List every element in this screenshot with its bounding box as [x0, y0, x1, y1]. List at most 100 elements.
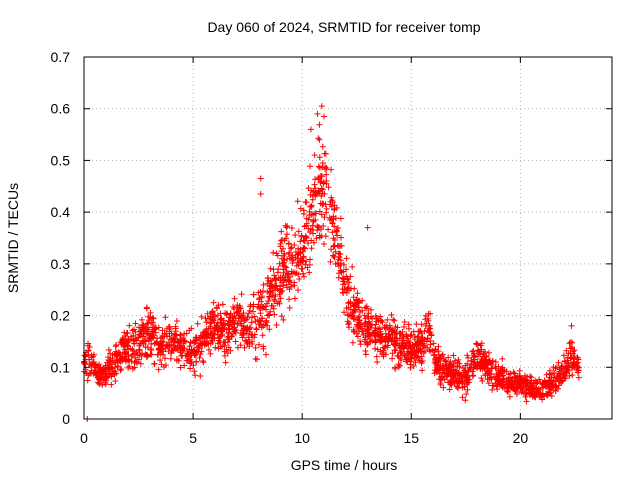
- data-point: [484, 376, 491, 383]
- data-point: [301, 244, 308, 251]
- data-point: [511, 386, 518, 393]
- data-point: [140, 340, 147, 347]
- data-point: [434, 365, 441, 372]
- data-point: [546, 367, 553, 374]
- data-point: [315, 187, 322, 194]
- data-point: [242, 317, 249, 324]
- data-point: [233, 304, 240, 311]
- data-point: [205, 325, 212, 332]
- data-point: [187, 365, 194, 372]
- data-point: [423, 338, 430, 345]
- data-point: [319, 201, 326, 208]
- data-point: [462, 397, 469, 404]
- data-point: [485, 380, 492, 387]
- data-point: [231, 295, 238, 302]
- data-point: [81, 352, 88, 359]
- data-point: [330, 252, 337, 259]
- data-point: [488, 364, 495, 371]
- data-point: [377, 318, 384, 325]
- data-point: [548, 374, 555, 381]
- data-point: [407, 342, 414, 349]
- data-point: [426, 322, 433, 329]
- data-point: [284, 256, 291, 263]
- data-point: [207, 320, 214, 327]
- data-point: [328, 246, 335, 253]
- data-point: [413, 321, 420, 328]
- data-point: [294, 251, 301, 258]
- data-point: [369, 330, 376, 337]
- data-point: [418, 321, 425, 328]
- data-point: [547, 378, 554, 385]
- data-point: [145, 328, 152, 335]
- data-point: [296, 276, 303, 283]
- data-point: [284, 223, 291, 230]
- data-point: [554, 375, 561, 382]
- data-point: [493, 383, 500, 390]
- data-point: [407, 332, 414, 339]
- data-point: [463, 391, 470, 398]
- data-point: [568, 322, 575, 329]
- data-point: [254, 303, 261, 310]
- data-point: [167, 336, 174, 343]
- data-point: [308, 245, 315, 252]
- data-point: [325, 226, 332, 233]
- data-point: [133, 348, 140, 355]
- data-point: [89, 361, 96, 368]
- data-point: [166, 344, 173, 351]
- data-point: [149, 314, 156, 321]
- data-point: [463, 375, 470, 382]
- data-point: [443, 370, 450, 377]
- data-point: [259, 332, 266, 339]
- data-point: [518, 384, 525, 391]
- data-point: [291, 282, 298, 289]
- data-point: [222, 310, 229, 317]
- data-point: [392, 341, 399, 348]
- data-point: [146, 334, 153, 341]
- data-point: [436, 354, 443, 361]
- data-point: [498, 366, 505, 373]
- data-point: [192, 337, 199, 344]
- data-point: [361, 312, 368, 319]
- data-point: [299, 265, 306, 272]
- data-point: [251, 313, 258, 320]
- data-point: [260, 288, 267, 295]
- data-point: [569, 344, 576, 351]
- data-point: [297, 246, 304, 253]
- data-point: [157, 340, 164, 347]
- data-point: [424, 344, 431, 351]
- data-point: [118, 366, 125, 373]
- data-point: [562, 375, 569, 382]
- data-point: [244, 316, 251, 323]
- data-point: [202, 315, 209, 322]
- data-point: [505, 376, 512, 383]
- data-point: [198, 313, 205, 320]
- data-point: [150, 315, 157, 322]
- data-point: [136, 346, 143, 353]
- data-point: [359, 297, 366, 304]
- data-point: [243, 330, 250, 337]
- data-point: [427, 348, 434, 355]
- data-point: [303, 199, 310, 206]
- data-point: [350, 302, 357, 309]
- data-point: [311, 181, 318, 188]
- data-point: [259, 315, 266, 322]
- data-point: [287, 245, 294, 252]
- data-point: [493, 365, 500, 372]
- data-point: [240, 312, 247, 319]
- x-tick-label: 15: [403, 430, 419, 446]
- data-point: [318, 103, 325, 110]
- data-point: [350, 294, 357, 301]
- data-point: [556, 368, 563, 375]
- data-point: [369, 315, 376, 322]
- data-point: [390, 316, 397, 323]
- data-point: [357, 338, 364, 345]
- data-point: [543, 371, 550, 378]
- data-point: [306, 269, 313, 276]
- data-point: [414, 334, 421, 341]
- data-point: [338, 268, 345, 275]
- data-point: [270, 266, 277, 273]
- data-point: [350, 328, 357, 335]
- data-point: [323, 171, 330, 178]
- data-point: [311, 152, 318, 159]
